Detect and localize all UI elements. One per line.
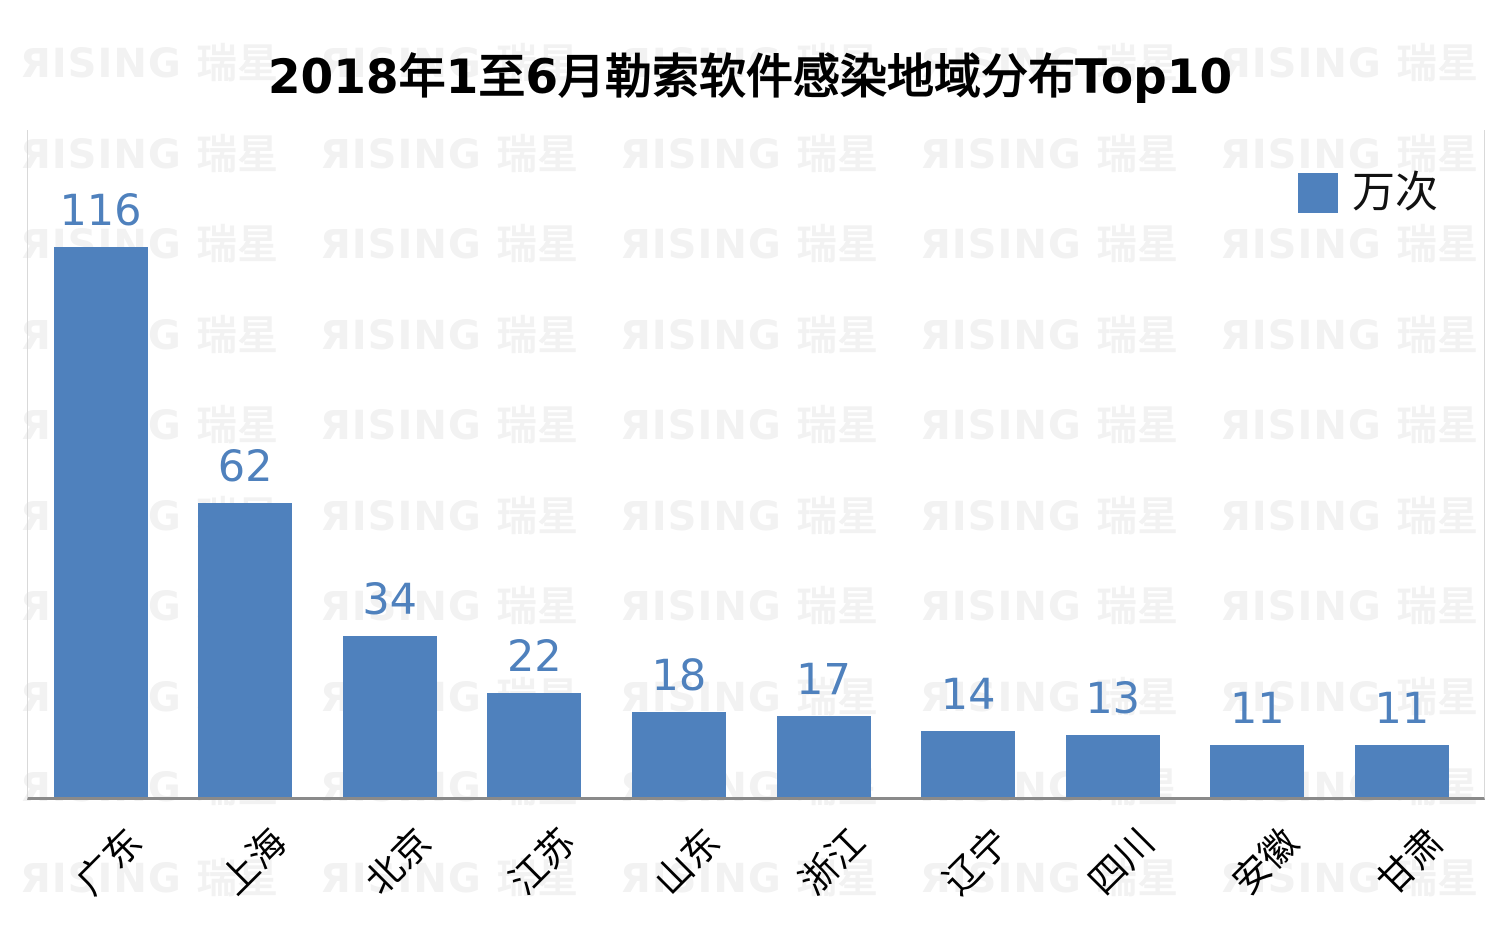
chart-title: 2018年1至6月勒索软件感染地域分布Top10 — [267, 50, 1233, 105]
x-axis-label: 四川 — [1079, 820, 1163, 904]
bar-广东 — [53, 247, 148, 797]
x-axis-label: 安徽 — [1224, 820, 1308, 904]
bar-四川 — [1065, 735, 1160, 797]
x-axis-label: 辽宁 — [935, 820, 1018, 904]
watermark-text: ЯISING 瑞星 — [920, 855, 1179, 902]
bar-value-label: 62 — [217, 442, 273, 492]
legend-swatch-icon — [1298, 173, 1338, 213]
bar-value-label: 11 — [1229, 684, 1285, 734]
x-axis-label: 甘肃 — [1368, 820, 1452, 904]
bar-value-label: 13 — [1085, 674, 1141, 724]
bar-辽宁 — [921, 731, 1016, 797]
x-axis-label: 江苏 — [501, 820, 585, 904]
bar-value-label: 14 — [940, 670, 996, 720]
x-axis-label: 北京 — [356, 820, 440, 904]
bar-value-label: 17 — [796, 655, 851, 705]
x-axis-label: 广东 — [67, 820, 151, 904]
watermark-text: ЯISING 瑞星 — [20, 855, 279, 902]
bar-上海 — [198, 503, 293, 797]
bar-value-label: 11 — [1374, 684, 1430, 734]
watermark-text: ЯISING 瑞星 — [620, 855, 879, 902]
bar-value-label: 116 — [59, 186, 142, 236]
bar-安徽 — [1210, 745, 1305, 797]
bar-山东 — [631, 712, 726, 797]
bar-value-label: 18 — [651, 651, 707, 701]
x-axis-label: 浙江 — [790, 820, 874, 904]
legend: 万次 — [1298, 168, 1438, 218]
x-axis-label: 山东 — [645, 820, 729, 904]
bar-甘肃 — [1354, 745, 1449, 797]
x-axis-label: 上海 — [212, 820, 295, 904]
plot-area: 116 62 34 22 18 17 14 13 11 11 — [27, 130, 1485, 800]
legend-label: 万次 — [1352, 168, 1438, 218]
bar-value-label: 34 — [362, 575, 418, 625]
watermark-text: ЯISING 瑞星 — [320, 855, 579, 902]
bar-江苏 — [487, 693, 582, 797]
bar-value-label: 22 — [506, 632, 562, 682]
watermark-text: ЯISING 瑞星 — [1220, 855, 1479, 902]
bar-北京 — [342, 636, 437, 797]
bar-浙江 — [776, 716, 871, 797]
